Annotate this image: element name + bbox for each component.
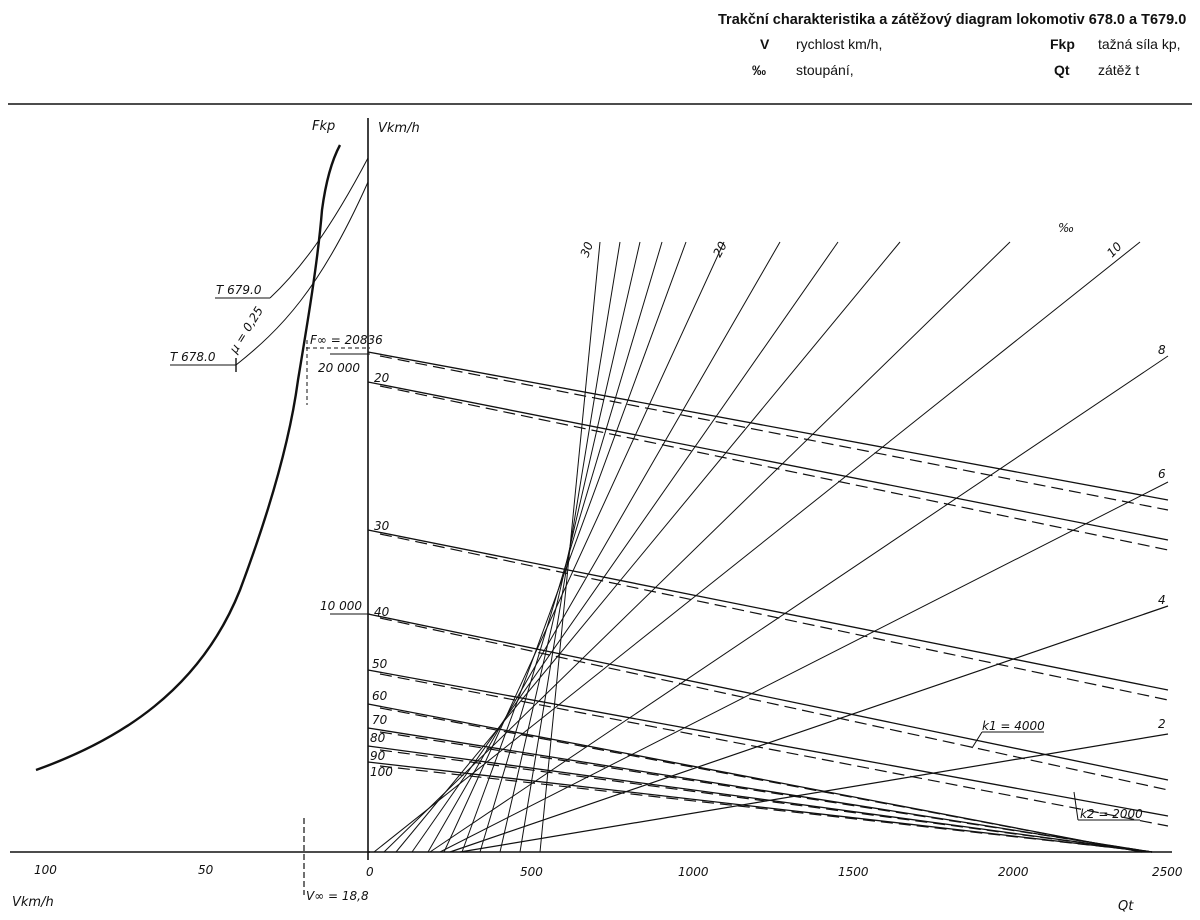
speed-line-20-dashed xyxy=(379,355,1169,511)
v-tick-100: 100 xyxy=(370,765,393,779)
gradient-line-12 xyxy=(383,241,1011,853)
grade-unit-label: ‰ xyxy=(1058,221,1074,235)
speed-line-60 xyxy=(367,703,1142,853)
speed-line-90-dashed xyxy=(379,765,1153,853)
force-tick-label-20000: 20 000 xyxy=(318,361,360,375)
force-tick-label-10000: 10 000 xyxy=(320,599,362,613)
v-tick-50: 50 xyxy=(372,657,388,671)
k1-label: k1 = 4000 xyxy=(982,719,1045,733)
v-tick-70: 70 xyxy=(372,713,388,727)
gradient-line-14 xyxy=(395,241,901,853)
legend-symbol-v: V xyxy=(760,36,770,52)
v-tick-90: 90 xyxy=(370,749,386,763)
speed-lines xyxy=(367,351,1169,853)
legend-text-permille: stoupání, xyxy=(796,62,854,78)
v-tick-80: 80 xyxy=(370,731,386,745)
left-x-axis-label: Vkm/h xyxy=(12,895,54,910)
gradient-line-18 xyxy=(427,241,781,853)
v-tick-30: 30 xyxy=(374,519,390,533)
v-axis-label: Vkm/h xyxy=(378,121,420,136)
left-x-tick-0: 0 xyxy=(366,865,374,879)
speed-line-20b-dashed xyxy=(379,385,1169,551)
legend-text-fkp: tažná síla kp, xyxy=(1098,36,1181,52)
t679-curve xyxy=(269,157,369,299)
mu-label: μ = 0,25 xyxy=(226,304,266,356)
speed-line-20 xyxy=(367,351,1169,501)
gradient-line-2 xyxy=(459,733,1169,853)
right-panel: Vkm/h Qt ‰ 20 30 40 50 60 70 80 90 100 5… xyxy=(367,118,1183,914)
v-tick-40: 40 xyxy=(374,605,390,619)
f-infinity-label: F∞ = 20836 xyxy=(310,333,383,347)
left-x-tick-50: 50 xyxy=(198,863,214,877)
grade-label-2: 2 xyxy=(1158,717,1166,731)
grade-label-6: 6 xyxy=(1158,467,1166,481)
left-panel: Fkp Vkm/h 100 50 0 20 000 10 000 F∞ = 20… xyxy=(10,119,383,910)
k2-label: k2 = 2000 xyxy=(1080,807,1143,821)
speed-line-30 xyxy=(367,529,1169,691)
speed-line-40-dashed xyxy=(379,617,1169,791)
legend-symbol-qt: Qt xyxy=(1054,62,1070,78)
speed-line-70-dashed xyxy=(379,731,1153,853)
q-tick-1000: 1000 xyxy=(678,865,709,879)
v-infinity-label: V∞ = 18,8 xyxy=(306,889,369,903)
traction-force-curve xyxy=(35,144,342,772)
speed-line-90 xyxy=(367,761,1153,853)
q-tick-2000: 2000 xyxy=(998,865,1029,879)
legend-text-qt: zátěž t xyxy=(1098,62,1140,78)
speed-line-40 xyxy=(367,613,1169,781)
t678-curve xyxy=(235,181,369,366)
grade-label-4: 4 xyxy=(1158,593,1166,607)
speed-line-30-dashed xyxy=(379,533,1169,701)
gradient-line-26 xyxy=(499,241,641,853)
diagram-title: Trakční charakteristika a zátěžový diagr… xyxy=(718,12,1187,28)
gradient-line-4 xyxy=(449,605,1169,853)
gradient-line-24 xyxy=(479,241,663,853)
v-tick-60: 60 xyxy=(372,689,388,703)
speed-line-20b xyxy=(367,381,1169,541)
legend-symbol-permille: ‰ xyxy=(752,62,766,78)
left-x-tick-100: 100 xyxy=(34,863,57,877)
legend-symbol-fkp: Fkp xyxy=(1050,36,1075,52)
q-tick-1500: 1500 xyxy=(838,865,869,879)
left-y-axis-label: Fkp xyxy=(312,119,335,134)
k2-arrow xyxy=(1073,791,1079,821)
gradient-line-8 xyxy=(429,355,1169,853)
v-tick-20: 20 xyxy=(374,371,390,385)
legend-text-v: rychlost km/h, xyxy=(796,36,883,52)
grade-label-8: 8 xyxy=(1158,343,1166,357)
q-tick-2500: 2500 xyxy=(1152,865,1183,879)
label-t678: T 678.0 xyxy=(170,350,216,364)
grade-label-20: 20 xyxy=(710,239,730,259)
gradient-line-16 xyxy=(411,241,839,853)
speed-line-50-dashed xyxy=(379,673,1169,827)
gradient-line-10 xyxy=(373,241,1141,853)
grade-label-30: 30 xyxy=(578,240,597,259)
q-tick-500: 500 xyxy=(520,865,543,879)
q-axis-label: Qt xyxy=(1118,899,1134,914)
gradient-line-20 xyxy=(443,241,725,853)
gradient-line-6 xyxy=(439,481,1169,853)
gradient-line-22 xyxy=(461,241,687,853)
k1-arrow xyxy=(971,731,983,749)
label-t679: T 679.0 xyxy=(216,283,262,297)
speed-line-80 xyxy=(367,745,1153,853)
gradient-lines xyxy=(373,241,1169,853)
